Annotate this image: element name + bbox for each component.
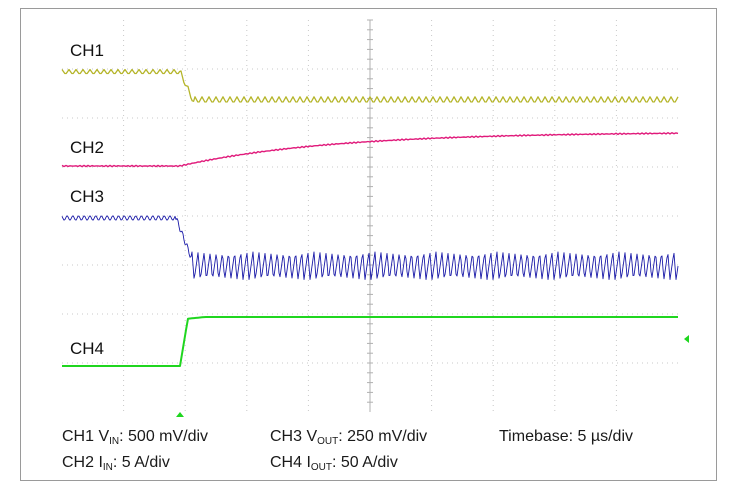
markers	[176, 335, 689, 417]
ch1-label: CH1	[70, 41, 104, 60]
graticule	[62, 19, 678, 412]
ch4-trace	[62, 316, 678, 367]
ch4-caption: CH4 IOUT: 50 A/div	[270, 454, 398, 473]
ch4-label: CH4	[70, 339, 104, 358]
ch2-caption: CH2 IIN: 5 A/div	[62, 454, 170, 473]
trigger-position-marker	[176, 412, 184, 417]
trigger-level-marker	[684, 335, 689, 343]
ch3-caption: CH3 VOUT: 250 mV/div	[270, 428, 428, 447]
ch1-caption: CH1 VIN: 500 mV/div	[62, 428, 209, 447]
timebase-caption: Timebase: 5 µs/div	[499, 428, 634, 445]
ch3-trace	[61, 215, 679, 280]
traces	[61, 68, 679, 367]
ch3-label: CH3	[70, 187, 104, 206]
ch1-trace	[61, 68, 679, 103]
ch2-trace	[61, 132, 679, 168]
ch2-label: CH2	[70, 138, 104, 157]
